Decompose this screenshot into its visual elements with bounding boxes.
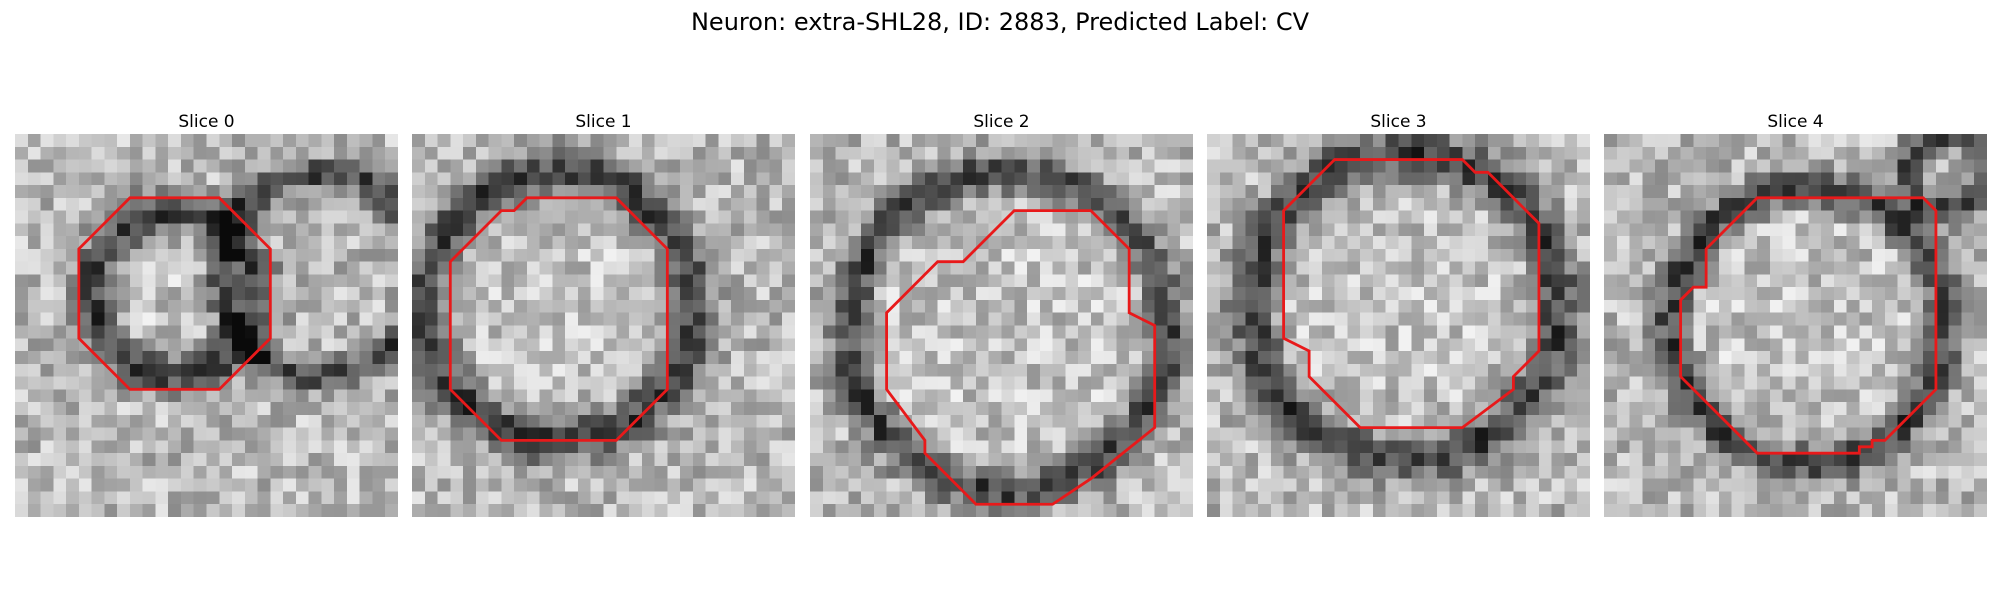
slice-image [1207, 134, 1590, 517]
segmentation-contour [1679, 196, 1938, 455]
slice-image [1604, 134, 1987, 517]
slice-title: Slice 1 [575, 112, 632, 132]
slice-title: Slice 2 [973, 112, 1030, 132]
segmentation-contour [885, 209, 1157, 506]
segmentation-contour [77, 196, 272, 391]
slice-panel-0: Slice 0 [15, 110, 398, 517]
slice-panel-2: Slice 2 [810, 110, 1193, 517]
slice-image [412, 134, 795, 517]
segmentation-contour [1282, 158, 1541, 430]
segmentation-contour [448, 196, 669, 442]
slice-title: Slice 4 [1767, 112, 1824, 132]
slice-title: Slice 3 [1370, 112, 1427, 132]
slice-image [810, 134, 1193, 517]
slice-panel-3: Slice 3 [1207, 110, 1590, 517]
slice-panel-4: Slice 4 [1604, 110, 1987, 517]
slice-panel-1: Slice 1 [412, 110, 795, 517]
slice-image [15, 134, 398, 517]
slice-title: Slice 0 [178, 112, 235, 132]
figure-title: Neuron: extra-SHL28, ID: 2883, Predicted… [690, 8, 1310, 36]
